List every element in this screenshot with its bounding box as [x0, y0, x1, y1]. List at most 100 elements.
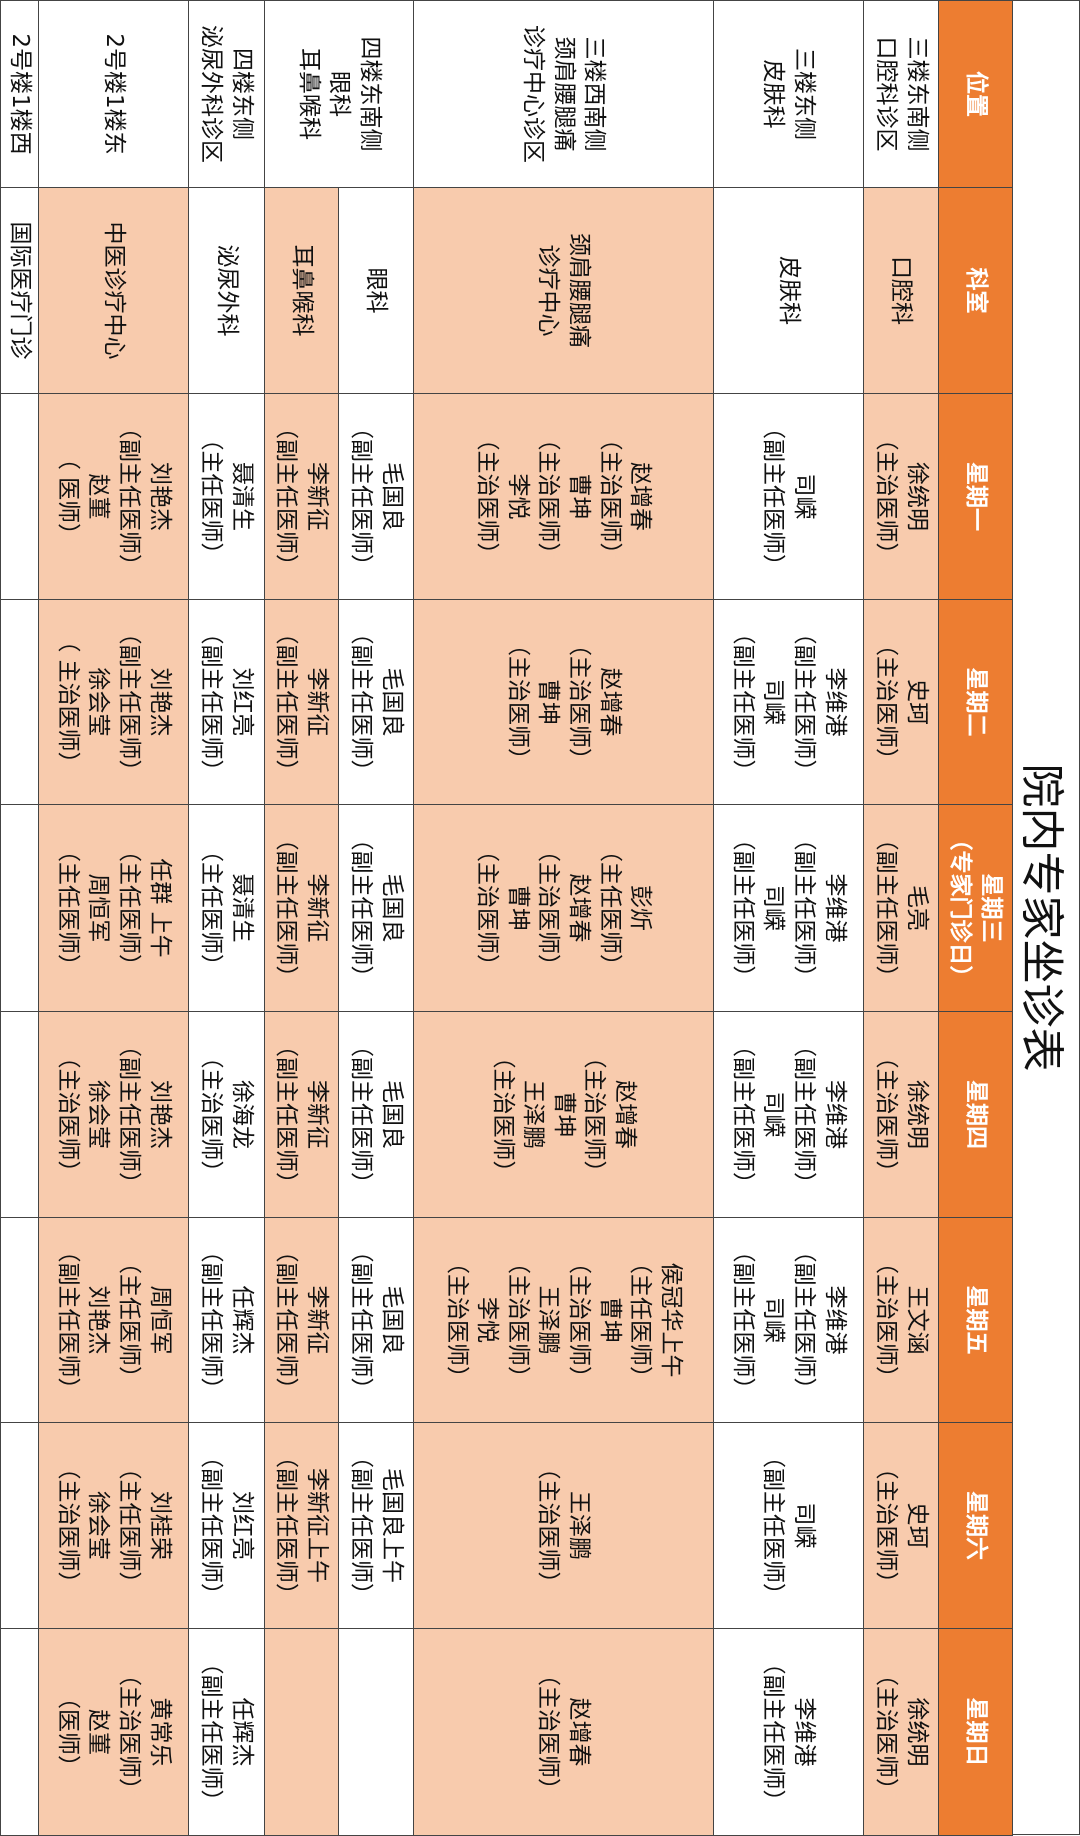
cell-line: 赵增春 — [596, 667, 623, 737]
schedule-cell-sun — [264, 1628, 339, 1836]
cell-line: （副主任医师） — [273, 1239, 300, 1401]
location-cell: 2号楼1楼东 — [38, 0, 189, 188]
department-cell: 口腔科 — [863, 187, 939, 394]
cell-line: 星期六 — [962, 1491, 989, 1560]
cell-line: 李新征 — [304, 1285, 331, 1355]
cell-line: 刘桂荣 — [146, 1491, 173, 1560]
department-cell: 泌尿外科 — [188, 187, 265, 394]
cell-line: （主任医师） — [54, 839, 81, 977]
cell-line: 赵增春 — [627, 462, 654, 531]
cell-line: 颈肩腰腿痛 — [550, 36, 577, 152]
location-cell: 2号楼1楼西 — [0, 0, 39, 188]
cell-line: （主任医师） — [198, 839, 225, 977]
cell-line: 三楼西南侧 — [581, 36, 608, 152]
location-cell: 三楼东侧 皮肤科 — [713, 0, 864, 188]
table-row: 三楼西南侧 颈肩腰腿痛 诊疗中心诊区 颈肩腰腿痛 诊疗中心 赵增春 （主治医师） 曹坤 （主治医… — [413, 0, 714, 1836]
cell-line: 李维港 — [821, 873, 848, 943]
cell-line: 任辉杰 — [229, 1285, 256, 1355]
schedule-cell-tue: 史珂 （主治医师） — [863, 599, 939, 805]
schedule-cell-sat: 毛国良上午 （副主任医师） — [338, 1422, 414, 1629]
location-cell: 三楼西南侧 颈肩腰腿痛 诊疗中心诊区 — [413, 0, 714, 188]
schedule-cell-sun — [0, 1628, 39, 1836]
schedule-cell-fri: 李维港 （副主任医师） 司嵘 （副主任医师） — [713, 1217, 864, 1423]
schedule-cell-tue: 赵增春 （主治医师） 曹坤 （主治医师） — [413, 599, 714, 805]
schedule-cell-thu: 徐统明 （主治医师） — [863, 1011, 939, 1218]
location-cell: 四楼东侧 泌尿外科诊区 — [188, 0, 265, 188]
schedule-cell-mon: 司嵘 （副主任医师） — [713, 393, 864, 600]
schedule-cell-sun: 任辉杰 （副主任医师） — [188, 1628, 265, 1836]
cell-line: （主治医师） — [116, 1663, 143, 1801]
cell-line: 李维港 — [821, 1080, 848, 1149]
schedule-cell-thu: 徐海龙 （主治医师） — [188, 1011, 265, 1218]
cell-line: （副主任医师） — [760, 1445, 787, 1606]
cell-line: 毛国良 — [378, 873, 405, 943]
schedule-cell-tue: 李维港 （副主任医师） 司嵘 （副主任医师） — [713, 599, 864, 805]
cell-line: （副主任医师） — [348, 827, 374, 989]
cell-line: （副主任医师） — [791, 827, 818, 989]
schedule-cell-tue: 刘艳杰 （副主任医师） 徐会莹（ 主治医师） — [38, 599, 189, 805]
cell-line: 刘艳杰 — [85, 1285, 112, 1355]
cell-line: （主治医师） — [535, 1663, 562, 1801]
schedule-cell-sun: 黄常乐 （主治医师） 赵菫 （医师） — [38, 1628, 189, 1836]
cell-line: 彭炘 — [627, 885, 654, 931]
cell-line: （副主任医师） — [791, 1239, 818, 1401]
cell-line: 星期二 — [962, 667, 989, 737]
schedule-cell-sun: 徐统明 （主治医师） — [863, 1628, 939, 1836]
cell-line: （副主任医师） — [729, 1034, 756, 1195]
cell-line: （主治医师） — [54, 1456, 81, 1595]
cell-line: 黄常乐 — [146, 1697, 173, 1767]
column-header: 星期四 — [938, 1011, 1013, 1218]
cell-line: 星期日 — [962, 1697, 989, 1767]
cell-line: 国际医疗门诊 — [6, 221, 33, 360]
cell-line: 颈肩腰腿痛 — [566, 233, 593, 348]
table-row: 耳鼻喉科 李新征 （副主任医师） 李新征 （副主任医师） 李新征 （副主任医师） 李新征 （副主… — [264, 1, 339, 1836]
cell-line: 2号楼1楼西 — [6, 33, 33, 155]
cell-line: 口腔科 — [888, 256, 915, 325]
cell-line: （主治医师） — [54, 1045, 81, 1184]
page-title: 院内专家坐诊表 — [1013, 0, 1080, 1835]
column-header: 位置 — [938, 0, 1013, 188]
cell-line: （主治医师） — [566, 1251, 593, 1389]
cell-line: （主治医师） — [535, 839, 562, 977]
cell-line: （副主任医师） — [198, 1651, 225, 1813]
schedule-cell-sat: 刘桂荣 （主任医师） 徐会莹 （主治医师） — [38, 1422, 189, 1629]
cell-line: （副主任医师） — [273, 827, 300, 989]
schedule-cell-thu — [0, 1011, 39, 1218]
cell-line: 毛亮 — [903, 885, 930, 931]
cell-line: 诊疗中心诊区 — [520, 25, 547, 163]
column-header: 星期二 — [938, 599, 1013, 805]
cell-line: 徐会莹 — [85, 1491, 112, 1560]
cell-line: 刘艳杰 — [146, 667, 173, 737]
cell-line: 王泽鹏 — [520, 1080, 547, 1149]
department-cell: 国际医疗门诊 — [0, 187, 39, 394]
cell-line: 毛国良 — [378, 1285, 405, 1355]
cell-line: 三楼东南侧 — [903, 36, 930, 152]
cell-line: 司嵘 — [791, 473, 818, 520]
schedule-cell-sat: 史珂 （主治医师） — [863, 1422, 939, 1629]
cell-line: （主治医师） — [198, 1045, 225, 1184]
cell-line: 2号楼1楼东 — [100, 33, 127, 155]
cell-line: 司嵘 — [760, 885, 787, 931]
cell-line: 侯冠华上午 — [657, 1262, 684, 1378]
cell-line: 皮肤科 — [760, 59, 787, 129]
cell-line: （副主任医师） — [273, 1034, 300, 1195]
cell-line: （副主任医师） — [54, 1239, 81, 1401]
table-row: 2号楼1楼东 中医诊疗中心 刘艳杰 （副主任医师） 赵菫（ 医师） 刘艳杰 （副主任医师）徐… — [38, 0, 189, 1836]
cell-line: （主任医师） — [116, 1456, 143, 1595]
column-header: 星期一 — [938, 393, 1013, 600]
cell-line: （副主任医师） — [348, 1034, 374, 1195]
cell-line: （医师） — [54, 1686, 81, 1778]
schedule-cell-wed: 毛亮 （副主任医师） — [863, 804, 939, 1012]
cell-line: 徐海龙 — [229, 1080, 256, 1149]
schedule-cell-mon: 李新征 （副主任医师） — [264, 393, 339, 600]
cell-line: （主治医师） — [596, 427, 623, 566]
column-header: 星期日 — [938, 1628, 1013, 1836]
cell-line: （副主任医师） — [198, 1239, 225, 1401]
cell-line: 史珂 — [903, 1502, 930, 1549]
department-cell: 皮肤科 — [713, 187, 864, 394]
cell-line: 四楼东侧 — [229, 48, 256, 140]
cell-line: （主治医师） — [474, 839, 501, 977]
schedule-cell-fri — [0, 1217, 39, 1423]
cell-line: 周恒军 — [146, 1285, 173, 1355]
cell-line: （主治医师） — [873, 1045, 899, 1184]
